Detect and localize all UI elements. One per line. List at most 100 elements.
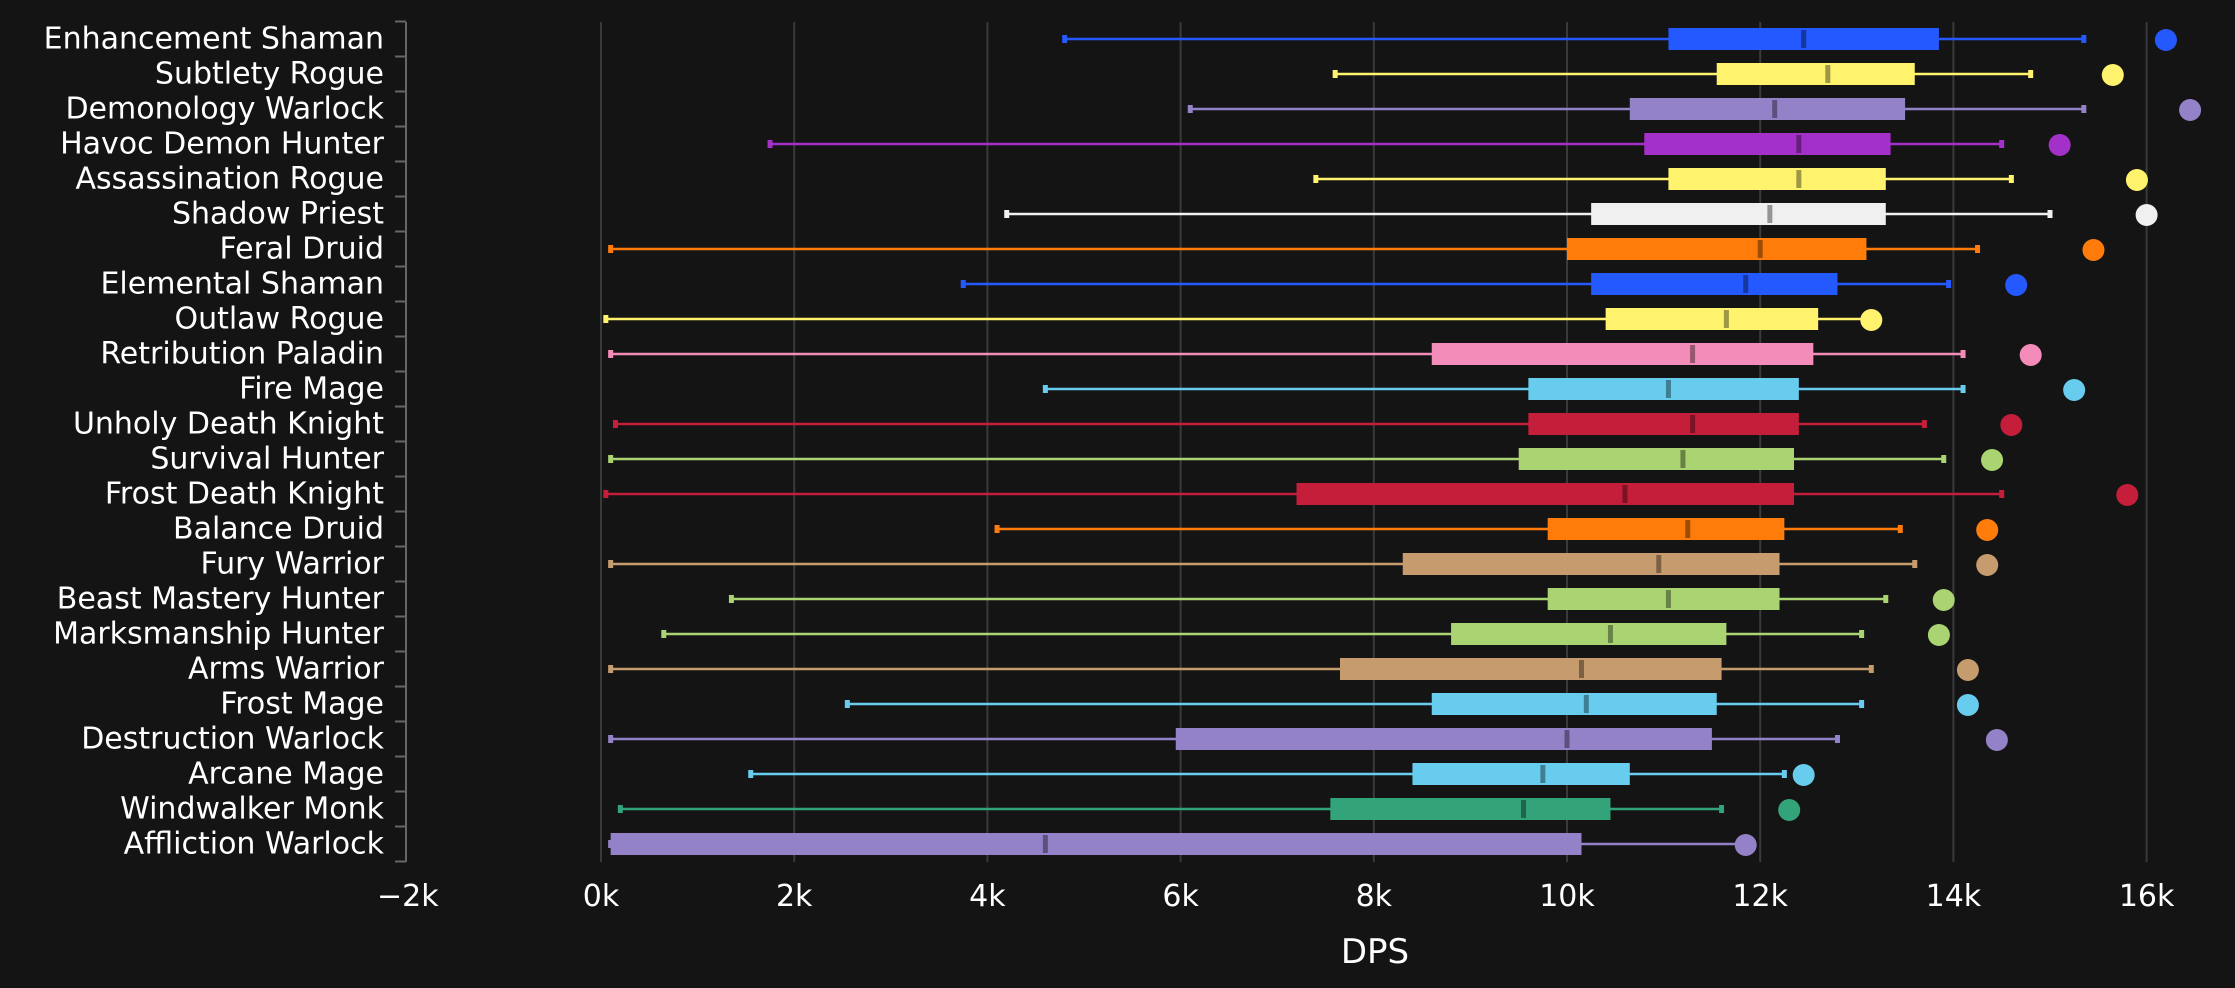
whisker-cap-min <box>612 420 618 428</box>
category-label: Balance Druid <box>173 512 384 547</box>
whisker-cap-max <box>1975 245 1981 253</box>
whisker-cap-max <box>1719 805 1725 813</box>
axes <box>395 20 407 863</box>
outlier-point <box>2154 29 2177 51</box>
whisker-cap-max <box>1883 595 1889 603</box>
plot-area <box>603 28 2202 856</box>
median-marker <box>1607 625 1613 643</box>
whisker-cap-min <box>767 140 773 148</box>
outlier-point <box>2082 239 2105 261</box>
box-fire-mage <box>1042 378 2086 401</box>
whisker-cap-max <box>2081 35 2087 43</box>
outlier-point <box>2005 274 2028 296</box>
whisker-cap-min <box>608 665 614 673</box>
outlier-point <box>1981 449 2004 471</box>
category-label: Outlaw Rogue <box>174 302 384 337</box>
whisker-cap-min <box>617 805 623 813</box>
box-subtlety-rogue <box>1332 63 2124 86</box>
category-label: Frost Death Knight <box>105 477 384 512</box>
whisker-cap-min <box>1004 210 1010 218</box>
x-tick-label: 12k <box>1732 879 1788 914</box>
box-destruction-warlock <box>608 728 2008 751</box>
whisker-cap-min <box>603 315 609 323</box>
whisker-cap-min <box>960 280 966 288</box>
outlier-point <box>1927 624 1950 646</box>
median-marker <box>1680 450 1686 468</box>
box-affliction-warlock <box>608 833 1757 856</box>
box-demonology-warlock <box>1187 98 2202 121</box>
iqr-box <box>1629 98 1906 120</box>
category-label: Survival Hunter <box>150 442 384 477</box>
median-marker <box>1772 100 1778 118</box>
box-unholy-death-knight <box>612 413 2023 436</box>
whisker-cap-min <box>1332 70 1338 78</box>
outlier-point <box>2179 99 2202 121</box>
whisker-cap-max <box>2008 175 2014 183</box>
iqr-box <box>1716 63 1915 85</box>
whisker-cap-min <box>608 735 614 743</box>
iqr-box <box>1296 483 1795 505</box>
x-tick-label: −2k <box>377 879 439 914</box>
x-tick-label: 2k <box>776 879 813 914</box>
iqr-box <box>1644 133 1891 155</box>
whisker-cap-min <box>608 245 614 253</box>
box-feral-druid <box>608 238 2105 261</box>
x-tick-label: 8k <box>1356 879 1393 914</box>
whisker-cap-max <box>1912 560 1918 568</box>
whisker-cap-min <box>661 630 667 638</box>
outlier-point <box>2101 64 2124 86</box>
grid-lines <box>600 22 2148 862</box>
whisker-cap-min <box>728 595 734 603</box>
median-marker <box>1521 800 1527 818</box>
whisker-cap-min <box>1313 175 1319 183</box>
outlier-point <box>2019 344 2042 366</box>
median-marker <box>1743 275 1749 293</box>
whisker-cap-max <box>1999 140 2005 148</box>
outlier-point <box>1956 694 1979 716</box>
outlier-point <box>2000 414 2023 436</box>
iqr-box <box>1339 658 1722 680</box>
box-frost-death-knight <box>603 483 2139 506</box>
median-marker <box>1767 205 1773 223</box>
category-label: Arms Warrior <box>188 652 385 687</box>
iqr-box <box>1528 378 1799 400</box>
iqr-box <box>1431 343 1814 365</box>
median-marker <box>1685 520 1691 538</box>
x-axis-title: DPS <box>1341 932 1409 972</box>
whisker-cap-min <box>603 490 609 498</box>
whisker-cap-max <box>1946 280 1952 288</box>
x-tick-label: 14k <box>1926 879 1982 914</box>
box-marksmanship-hunter <box>661 623 1950 646</box>
iqr-box <box>1518 448 1795 470</box>
iqr-box <box>1668 168 1886 190</box>
outlier-point <box>1734 834 1757 856</box>
whisker-cap-min <box>994 525 1000 533</box>
category-label: Beast Mastery Hunter <box>57 582 385 617</box>
x-tick-label: 4k <box>969 879 1006 914</box>
whisker-cap-max <box>1859 630 1865 638</box>
category-label: Frost Mage <box>220 687 384 722</box>
box-shadow-priest <box>1004 203 2158 226</box>
whisker-cap-min <box>608 350 614 358</box>
median-marker <box>1564 730 1570 748</box>
x-tick-label: 16k <box>2119 879 2175 914</box>
whisker-cap-max <box>1859 700 1865 708</box>
outlier-point <box>1778 799 1801 821</box>
outlier-point <box>1976 519 1999 541</box>
whisker-cap-max <box>1834 735 1840 743</box>
median-marker <box>1796 170 1802 188</box>
box-havoc-demon-hunter <box>767 133 2071 156</box>
whisker-cap-max <box>1941 455 1947 463</box>
box-arcane-mage <box>748 763 1815 786</box>
outlier-point <box>1932 589 1955 611</box>
category-label: Destruction Warlock <box>81 722 384 757</box>
category-label: Arcane Mage <box>188 757 384 792</box>
box-beast-mastery-hunter <box>728 588 1955 611</box>
median-marker <box>1690 415 1696 433</box>
whisker-cap-max <box>1897 525 1903 533</box>
outlier-point <box>1956 659 1979 681</box>
whisker-cap-max <box>2047 210 2053 218</box>
category-label: Enhancement Shaman <box>44 22 384 57</box>
median-marker <box>1540 765 1546 783</box>
